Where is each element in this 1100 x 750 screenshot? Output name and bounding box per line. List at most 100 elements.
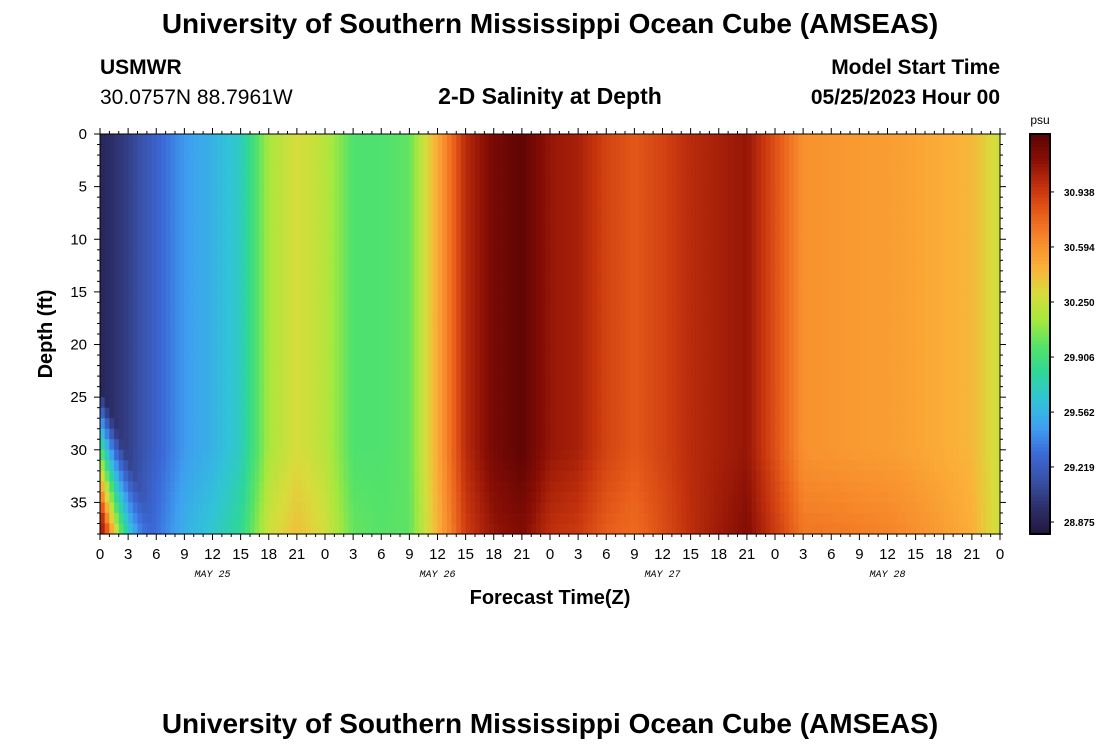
heatmap-cell <box>835 186 842 198</box>
heatmap-cell <box>146 144 153 156</box>
heatmap-cell <box>732 197 739 209</box>
heatmap-cell <box>878 334 884 346</box>
heatmap-cell <box>746 260 753 272</box>
heatmap-cell <box>264 302 270 314</box>
heatmap-cell <box>957 302 964 314</box>
heatmap-cell <box>325 165 331 177</box>
heatmap-cell <box>418 365 425 377</box>
heatmap-cell <box>925 155 931 167</box>
heatmap-cell <box>343 365 350 377</box>
heatmap-cell <box>428 228 434 240</box>
heatmap-cell <box>845 144 851 156</box>
heatmap-cell <box>371 176 378 188</box>
heatmap-cell <box>146 344 153 356</box>
heatmap-cell <box>329 218 335 230</box>
heatmap-cell <box>226 165 232 177</box>
heatmap-cell <box>156 312 162 325</box>
heatmap-cell <box>259 376 265 388</box>
heatmap-cell <box>545 239 551 251</box>
heatmap-cell <box>273 218 279 230</box>
heatmap-cell <box>193 249 200 261</box>
heatmap-cell <box>835 397 842 409</box>
heatmap-cell <box>325 291 331 304</box>
heatmap-cell <box>231 176 237 188</box>
heatmap-cell <box>493 144 500 156</box>
heatmap-cell <box>334 291 340 304</box>
heatmap-cell <box>348 302 354 314</box>
heatmap-cell <box>615 249 621 261</box>
heatmap-cell <box>629 239 635 251</box>
heatmap-cell <box>850 228 856 240</box>
heatmap-cell <box>587 144 593 156</box>
heatmap-cell <box>128 270 134 282</box>
heatmap-cell <box>671 260 678 272</box>
heatmap-cell <box>446 186 453 198</box>
heatmap-cell <box>709 281 715 293</box>
heatmap-cell <box>175 197 181 209</box>
heatmap-cell <box>985 355 992 367</box>
heatmap-cell <box>151 218 157 230</box>
heatmap-cell <box>939 155 945 167</box>
heatmap-cell <box>775 270 781 282</box>
heatmap-cell <box>723 249 729 261</box>
heatmap-cell <box>545 134 551 146</box>
heatmap-cell <box>648 281 654 293</box>
heatmap-cell <box>859 197 865 209</box>
heatmap-cell <box>596 218 603 230</box>
heatmap-cell <box>775 260 781 272</box>
heatmap-cell <box>221 386 228 398</box>
heatmap-cell <box>765 291 771 304</box>
heatmap-cell <box>296 302 303 314</box>
heatmap-cell <box>339 270 345 282</box>
heatmap-cell <box>217 281 223 293</box>
heatmap-cell <box>901 355 907 367</box>
heatmap-cell <box>564 281 570 293</box>
heatmap-cell <box>400 134 406 146</box>
heatmap-cell <box>817 218 823 230</box>
heatmap-cell <box>606 302 612 314</box>
heatmap-cell <box>156 155 162 167</box>
heatmap-cell <box>892 260 898 272</box>
heatmap-cell <box>873 218 879 230</box>
heatmap-cell <box>962 386 968 398</box>
heatmap-cell <box>840 197 846 209</box>
heatmap-cell <box>409 334 415 346</box>
heatmap-cell <box>254 176 260 188</box>
heatmap-cell <box>990 355 996 367</box>
heatmap-cell <box>245 260 251 272</box>
heatmap-cell <box>864 344 870 356</box>
heatmap-cell <box>226 344 232 356</box>
heatmap-cell <box>770 323 776 335</box>
heatmap-cell <box>840 281 846 293</box>
heatmap-cell <box>132 302 139 314</box>
heatmap-cell <box>339 365 345 377</box>
heatmap-cell <box>385 344 392 356</box>
heatmap-cell <box>512 312 518 325</box>
heatmap-cell <box>390 228 396 240</box>
heatmap-cell <box>254 302 260 314</box>
heatmap-cell <box>385 302 392 314</box>
heatmap-cell <box>376 386 382 398</box>
heatmap-cell <box>803 155 809 167</box>
heatmap-cell <box>489 334 495 346</box>
heatmap-cell <box>864 334 870 346</box>
heatmap-cell <box>503 260 509 272</box>
heatmap-cell <box>376 165 382 177</box>
heatmap-cell <box>596 344 603 356</box>
heatmap-cell <box>840 134 846 146</box>
heatmap-cell <box>540 134 546 146</box>
heatmap-cell <box>634 291 640 304</box>
heatmap-cell <box>662 155 668 167</box>
heatmap-cell <box>845 281 851 293</box>
heatmap-cell <box>259 312 265 325</box>
heatmap-cell <box>807 312 814 325</box>
heatmap-cell <box>264 312 270 325</box>
heatmap-cell <box>700 365 706 377</box>
heatmap-cell <box>526 291 532 304</box>
heatmap-cell <box>737 249 743 261</box>
heatmap-cell <box>840 207 846 219</box>
heatmap-cell <box>775 281 781 293</box>
heatmap-cell <box>221 134 228 146</box>
heatmap-cell <box>100 355 106 367</box>
heatmap-cell <box>915 176 921 188</box>
